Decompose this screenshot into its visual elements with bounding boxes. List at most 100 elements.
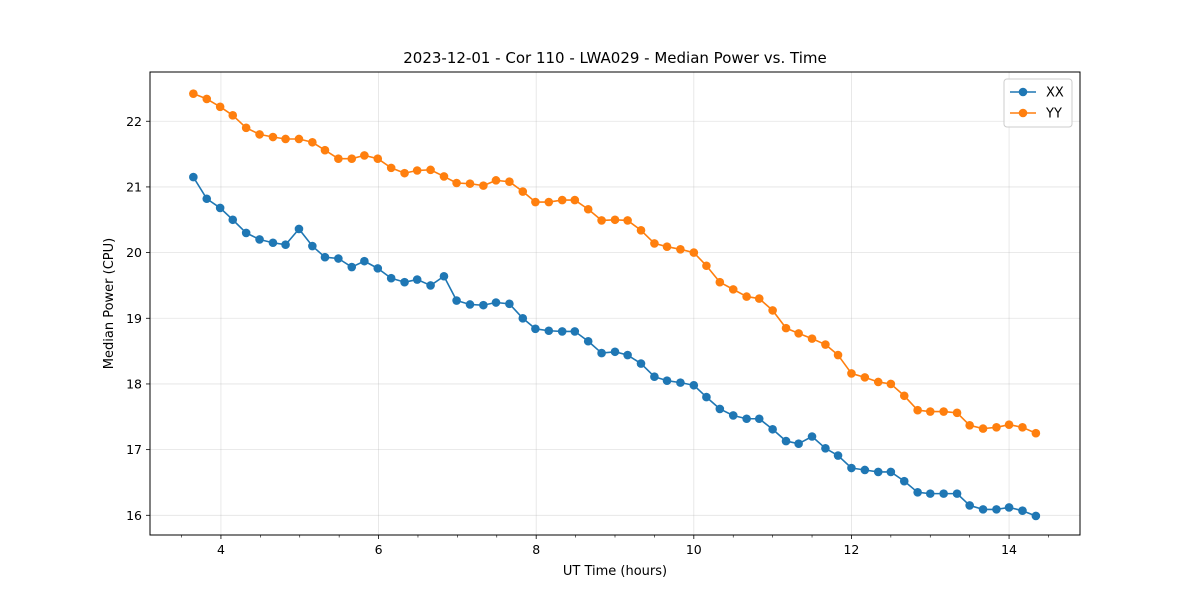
data-point-yy xyxy=(1031,428,1041,438)
data-point-xx xyxy=(728,411,738,420)
data-point-yy xyxy=(518,187,528,196)
data-point-xx xyxy=(623,350,632,360)
data-point-yy xyxy=(215,102,225,112)
data-point-yy xyxy=(570,195,580,205)
data-point-xx xyxy=(518,313,528,323)
data-point-xx xyxy=(781,436,791,446)
legend-marker-xx xyxy=(1018,87,1028,97)
data-series xyxy=(189,89,1041,521)
data-point-xx xyxy=(294,224,304,234)
data-point-yy xyxy=(189,89,198,98)
data-point-yy xyxy=(925,407,935,416)
series-line-yy xyxy=(193,92,1037,434)
data-point-yy xyxy=(241,123,251,133)
data-point-xx xyxy=(215,203,225,213)
data-point-yy xyxy=(992,422,1001,432)
data-point-xx xyxy=(939,489,948,498)
legend-marker-yy xyxy=(1018,108,1028,118)
data-point-xx xyxy=(650,372,659,382)
data-point-yy xyxy=(1004,420,1014,429)
data-point-xx xyxy=(768,424,777,434)
data-point-xx xyxy=(689,380,699,390)
data-point-xx xyxy=(952,489,962,498)
y-tick-label: 17 xyxy=(126,442,142,457)
x-tick-label: 6 xyxy=(375,542,383,557)
data-point-yy xyxy=(465,179,475,188)
y-tick-label: 19 xyxy=(126,311,142,326)
data-point-yy xyxy=(439,172,449,181)
data-point-yy xyxy=(360,151,369,160)
data-point-xx xyxy=(662,376,672,385)
data-point-xx xyxy=(715,404,725,414)
data-point-xx xyxy=(1031,511,1041,521)
data-point-xx xyxy=(1004,503,1014,512)
data-point-yy xyxy=(689,248,699,257)
data-point-yy xyxy=(491,176,501,185)
data-point-xx xyxy=(702,392,711,402)
legend-label-yy: YY xyxy=(1045,107,1062,122)
data-point-xx xyxy=(334,254,343,263)
data-point-yy xyxy=(320,145,330,155)
data-point-yy xyxy=(939,407,948,416)
data-point-xx xyxy=(913,488,922,497)
data-point-xx xyxy=(925,489,935,498)
data-point-yy xyxy=(781,323,791,333)
data-point-xx xyxy=(992,505,1001,514)
data-point-xx xyxy=(847,463,856,473)
data-point-yy xyxy=(373,154,383,163)
y-axis-label: Median Power (CPU) xyxy=(102,238,117,369)
axis-ticks: 4 6 8 10 12 14 16 17 18 19 20 21 22 xyxy=(126,114,1049,557)
data-point-yy xyxy=(400,168,409,178)
data-point-yy xyxy=(479,181,488,190)
data-point-xx xyxy=(452,296,461,305)
y-tick-label: 16 xyxy=(126,508,142,523)
data-point-yy xyxy=(505,177,514,186)
data-point-yy xyxy=(702,261,711,271)
data-point-xx xyxy=(860,465,870,475)
data-point-yy xyxy=(650,239,659,248)
data-point-xx xyxy=(479,300,488,310)
data-point-xx xyxy=(412,275,422,284)
y-tick-label: 21 xyxy=(126,179,142,194)
data-point-xx xyxy=(189,172,198,182)
data-point-xx xyxy=(597,348,606,358)
chart-title: 2023-12-01 - Cor 110 - LWA029 - Median P… xyxy=(403,49,827,67)
data-point-xx xyxy=(978,505,988,514)
data-point-yy xyxy=(294,134,304,144)
grid xyxy=(150,72,1080,535)
data-point-xx xyxy=(360,256,369,266)
x-tick-label: 10 xyxy=(686,542,702,557)
data-point-yy xyxy=(662,242,672,251)
data-point-xx xyxy=(320,252,330,262)
data-point-xx xyxy=(544,326,554,336)
data-point-xx xyxy=(570,327,580,336)
data-point-xx xyxy=(400,277,409,287)
data-point-yy xyxy=(1018,422,1027,432)
x-axis-label: UT Time (hours) xyxy=(563,564,667,579)
data-point-yy xyxy=(531,197,540,207)
data-point-xx xyxy=(465,300,475,309)
data-point-xx xyxy=(821,444,830,453)
data-point-xx xyxy=(754,414,764,424)
data-point-yy xyxy=(544,197,554,207)
data-point-yy xyxy=(913,405,922,415)
data-point-yy xyxy=(452,178,461,188)
data-point-xx xyxy=(794,439,803,449)
data-point-xx xyxy=(583,336,593,346)
data-point-yy xyxy=(807,334,817,343)
data-point-xx xyxy=(610,347,620,357)
data-point-yy xyxy=(583,204,593,214)
data-point-yy xyxy=(715,277,725,287)
plot-area-frame xyxy=(149,71,1081,536)
data-point-xx xyxy=(886,467,896,477)
data-point-xx xyxy=(255,235,264,244)
data-point-xx xyxy=(636,359,646,368)
data-point-xx xyxy=(899,476,909,486)
data-point-yy xyxy=(952,408,962,418)
series-yy xyxy=(189,89,1041,438)
data-point-xx xyxy=(742,414,751,424)
y-tick-label: 22 xyxy=(126,114,142,129)
data-point-yy xyxy=(794,329,803,338)
data-point-xx xyxy=(373,264,383,273)
